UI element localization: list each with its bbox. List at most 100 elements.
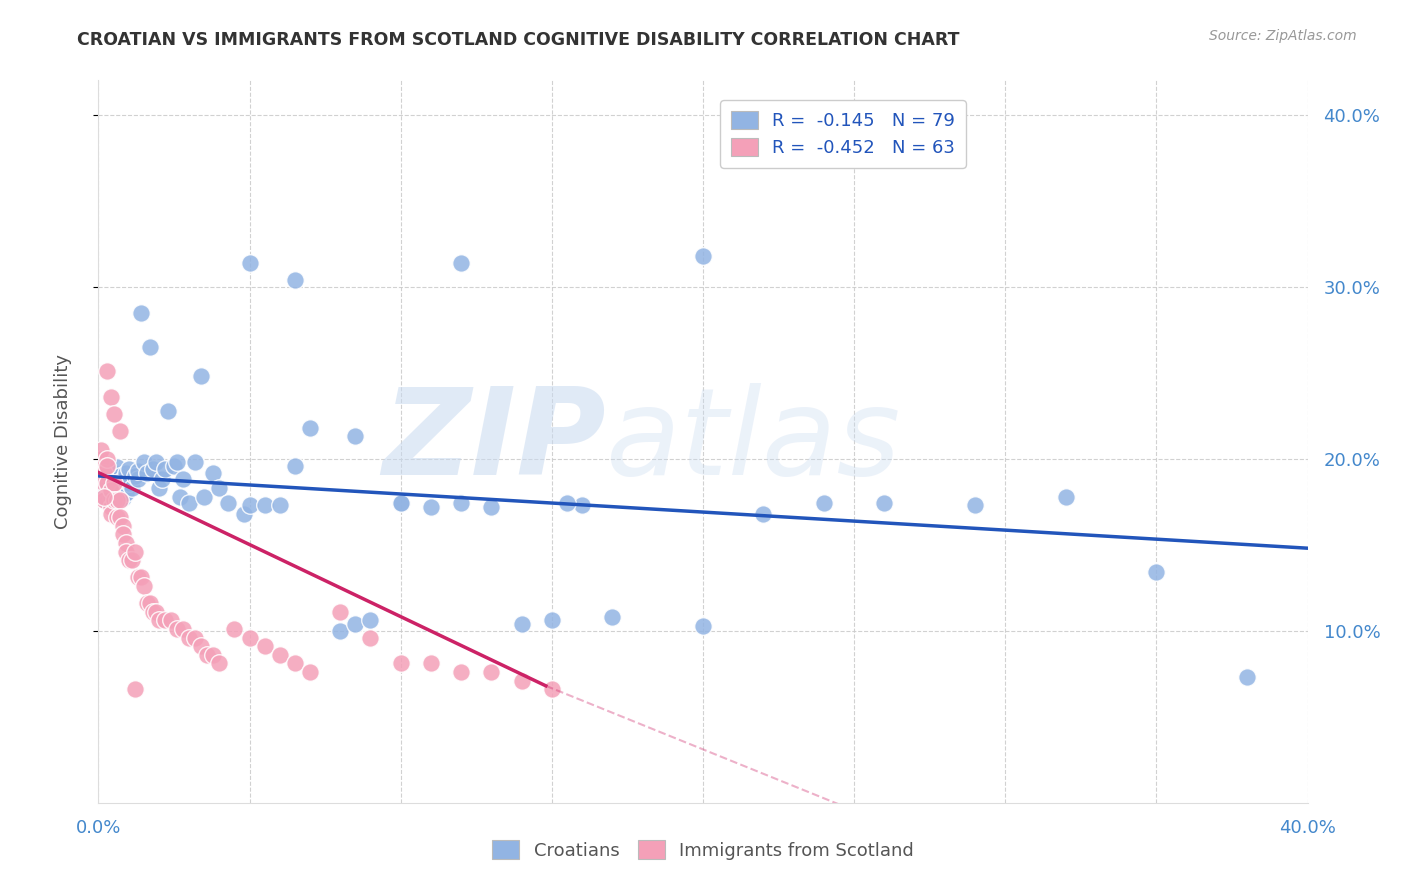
Point — [103, 493, 125, 508]
Point — [118, 475, 141, 490]
Point — [129, 305, 152, 319]
Point — [224, 622, 246, 636]
Point — [108, 493, 131, 508]
Point — [142, 605, 165, 619]
Point — [96, 364, 118, 378]
Point — [90, 460, 112, 475]
Point — [163, 458, 186, 473]
Point — [93, 475, 115, 490]
Point — [100, 490, 122, 504]
Point — [100, 500, 122, 514]
Point — [450, 665, 472, 679]
Point — [172, 472, 194, 486]
Point — [284, 273, 307, 287]
Point — [389, 496, 412, 510]
Point — [202, 648, 225, 662]
Point — [114, 536, 136, 550]
Point — [450, 255, 472, 269]
Point — [692, 618, 714, 632]
Point — [139, 340, 162, 354]
Point — [148, 614, 170, 628]
Point — [135, 466, 157, 480]
Point — [135, 596, 157, 610]
Y-axis label: Cognitive Disability: Cognitive Disability — [53, 354, 72, 529]
Legend: Croatians, Immigrants from Scotland: Croatians, Immigrants from Scotland — [485, 833, 921, 867]
Point — [1054, 490, 1077, 504]
Point — [269, 648, 291, 662]
Point — [239, 498, 262, 512]
Point — [184, 455, 207, 469]
Point — [105, 460, 128, 475]
Point — [481, 500, 503, 514]
Point — [813, 496, 835, 510]
Point — [190, 369, 212, 384]
Point — [217, 496, 239, 510]
Point — [299, 665, 322, 679]
Point — [284, 657, 307, 671]
Point — [239, 255, 262, 269]
Point — [1144, 566, 1167, 580]
Point — [127, 570, 149, 584]
Point — [103, 466, 125, 480]
Point — [96, 477, 118, 491]
Point — [692, 249, 714, 263]
Point — [132, 455, 155, 469]
Point — [481, 665, 503, 679]
Point — [540, 682, 562, 697]
Point — [103, 475, 125, 490]
Point — [105, 510, 128, 524]
Point — [239, 631, 262, 645]
Point — [179, 496, 201, 510]
Point — [1236, 670, 1258, 684]
Point — [153, 614, 176, 628]
Point — [389, 657, 412, 671]
Point — [873, 496, 896, 510]
Point — [360, 614, 382, 628]
Point — [124, 544, 146, 558]
Point — [124, 469, 146, 483]
Text: atlas: atlas — [606, 383, 901, 500]
Point — [111, 519, 134, 533]
Point — [100, 472, 122, 486]
Point — [153, 462, 176, 476]
Point — [166, 622, 188, 636]
Point — [329, 624, 352, 638]
Point — [193, 490, 215, 504]
Point — [160, 614, 183, 628]
Point — [208, 657, 231, 671]
Point — [145, 605, 167, 619]
Point — [299, 421, 322, 435]
Point — [166, 455, 188, 469]
Point — [108, 469, 131, 483]
Point — [121, 481, 143, 495]
Point — [93, 490, 115, 504]
Point — [90, 469, 112, 483]
Point — [142, 462, 165, 476]
Point — [108, 424, 131, 438]
Point — [121, 553, 143, 567]
Point — [118, 462, 141, 476]
Text: Source: ZipAtlas.com: Source: ZipAtlas.com — [1209, 29, 1357, 43]
Point — [150, 472, 173, 486]
Point — [329, 605, 352, 619]
Point — [139, 596, 162, 610]
Point — [127, 472, 149, 486]
Point — [96, 451, 118, 466]
Point — [156, 403, 179, 417]
Point — [179, 631, 201, 645]
Point — [965, 498, 987, 512]
Point — [253, 639, 276, 653]
Point — [111, 472, 134, 486]
Point — [96, 475, 118, 490]
Point — [169, 490, 191, 504]
Text: ZIP: ZIP — [382, 383, 606, 500]
Point — [108, 510, 131, 524]
Point — [114, 466, 136, 480]
Point — [103, 490, 125, 504]
Point — [510, 616, 533, 631]
Point — [555, 496, 578, 510]
Point — [111, 491, 134, 506]
Point — [105, 493, 128, 508]
Point — [132, 579, 155, 593]
Point — [284, 458, 307, 473]
